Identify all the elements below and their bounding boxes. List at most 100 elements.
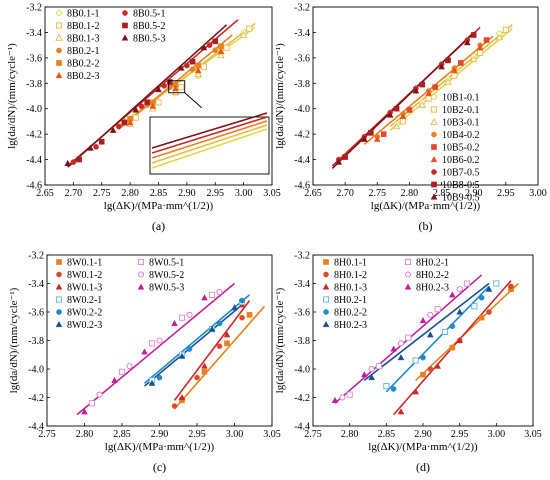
data-point <box>438 63 445 70</box>
fit-line <box>67 24 228 168</box>
legend-marker <box>55 283 63 290</box>
legend-marker <box>55 33 63 41</box>
data-point <box>93 144 99 150</box>
legend-label: 8B0.5-3 <box>133 34 166 45</box>
data-point <box>121 119 128 126</box>
inset-fit-line <box>151 120 268 159</box>
data-point <box>502 26 509 33</box>
data-point <box>155 86 162 93</box>
data-point <box>470 32 477 38</box>
plot-frame <box>312 6 539 186</box>
legend-marker <box>56 60 62 66</box>
data-point <box>399 118 407 125</box>
x-tick-label: 2.75 <box>38 429 56 440</box>
y-tick-label: -3.6 <box>294 308 310 319</box>
data-point <box>178 393 186 401</box>
data-point <box>115 123 122 130</box>
x-tick-label: 2.65 <box>36 188 54 199</box>
x-tick-label: 2.90 <box>414 429 432 440</box>
legend-label: 8H0.2-3 <box>334 320 367 331</box>
inset-fit-line <box>151 116 268 154</box>
legend-marker <box>322 283 330 290</box>
data-point <box>216 343 223 350</box>
data-point <box>380 131 387 137</box>
data-point <box>471 303 478 310</box>
legend-label: 10B2-0.1 <box>442 105 480 116</box>
data-point <box>194 67 202 74</box>
data-point <box>444 77 452 85</box>
data-point <box>186 346 193 352</box>
data-point <box>412 357 419 364</box>
data-point <box>111 376 118 383</box>
x-axis-label: lg(ΔK)/(MPa·mm^(1/2)) <box>105 441 215 453</box>
data-point <box>456 308 463 315</box>
legend-label: 8B0.2-3 <box>67 71 100 82</box>
y-tick-label: -4.2 <box>294 130 310 141</box>
legend-marker <box>55 320 63 328</box>
legend-marker <box>55 22 63 29</box>
data-point <box>445 57 451 64</box>
legend-label: 8W0.1-1 <box>67 258 102 269</box>
data-point <box>96 391 103 398</box>
chart-panel-4: 2.75 2.80 2.85 2.90 2.95 3.00 3.05 -3.2 -3.4 -3.6… <box>274 251 542 475</box>
legend-marker <box>122 22 128 29</box>
y-axis-label: lg(da/dN)/(mm/cycle⁻¹) <box>274 43 286 149</box>
data-point <box>216 288 223 296</box>
legend-marker <box>322 296 330 303</box>
x-tick-label: 2.90 <box>151 429 169 440</box>
legend-marker <box>137 258 145 266</box>
legend-marker <box>430 93 438 101</box>
data-point <box>425 95 432 102</box>
x-tick-label: 3.00 <box>529 188 547 199</box>
data-point <box>458 60 464 66</box>
data-point <box>132 106 140 113</box>
inset-fit-line <box>151 128 268 169</box>
y-tick-label: -4.4 <box>294 422 310 433</box>
data-point <box>368 130 374 136</box>
data-point <box>194 374 200 381</box>
data-point <box>449 344 456 351</box>
legend-label: 8H0.2-2 <box>334 308 367 319</box>
y-tick-label: -4.4 <box>26 155 42 166</box>
panels: 2.65 2.70 2.75 2.80 2.85 2.90 2.95 3.00 3.05 -3.2… <box>6 3 547 475</box>
data-point <box>167 84 173 90</box>
data-point <box>81 408 88 415</box>
data-point <box>486 309 492 315</box>
y-tick-label: -3.8 <box>26 79 42 90</box>
legend-label: 8W0.5-1 <box>149 258 184 269</box>
data-point <box>342 154 348 160</box>
data-point <box>386 111 394 118</box>
data-point <box>451 67 458 74</box>
x-tick-label: 2.85 <box>150 188 168 199</box>
x-tick-label: 2.80 <box>341 429 359 440</box>
legend-label: 8B0.2-1 <box>67 46 100 57</box>
y-tick-label: -3.2 <box>28 251 44 262</box>
fit-line <box>143 304 243 387</box>
data-point <box>194 70 202 78</box>
data-point <box>419 317 427 324</box>
data-point <box>392 122 401 130</box>
x-tick-label: 3.00 <box>235 188 253 199</box>
data-point <box>427 311 434 318</box>
data-point <box>368 374 375 381</box>
data-point <box>184 62 190 69</box>
zoom-pointer <box>184 92 203 109</box>
legend-marker <box>56 47 62 54</box>
data-point <box>126 363 133 370</box>
data-point <box>508 283 514 290</box>
data-point <box>177 64 185 71</box>
data-point <box>172 84 179 91</box>
legend-label: 10B9-0.5 <box>442 193 480 204</box>
legend-label: 8W0.1-2 <box>67 270 102 281</box>
legend-marker <box>55 9 63 17</box>
fit-line <box>385 285 490 393</box>
y-tick-label: -3.8 <box>294 79 310 90</box>
legend-label: 8B0.1-3 <box>67 34 100 45</box>
data-point <box>427 331 434 338</box>
data-point <box>156 337 163 344</box>
legend-marker <box>430 117 438 125</box>
y-tick-label: -4.6 <box>294 181 310 192</box>
data-point <box>87 144 94 151</box>
legend-label: 10B4-0.2 <box>442 130 480 141</box>
